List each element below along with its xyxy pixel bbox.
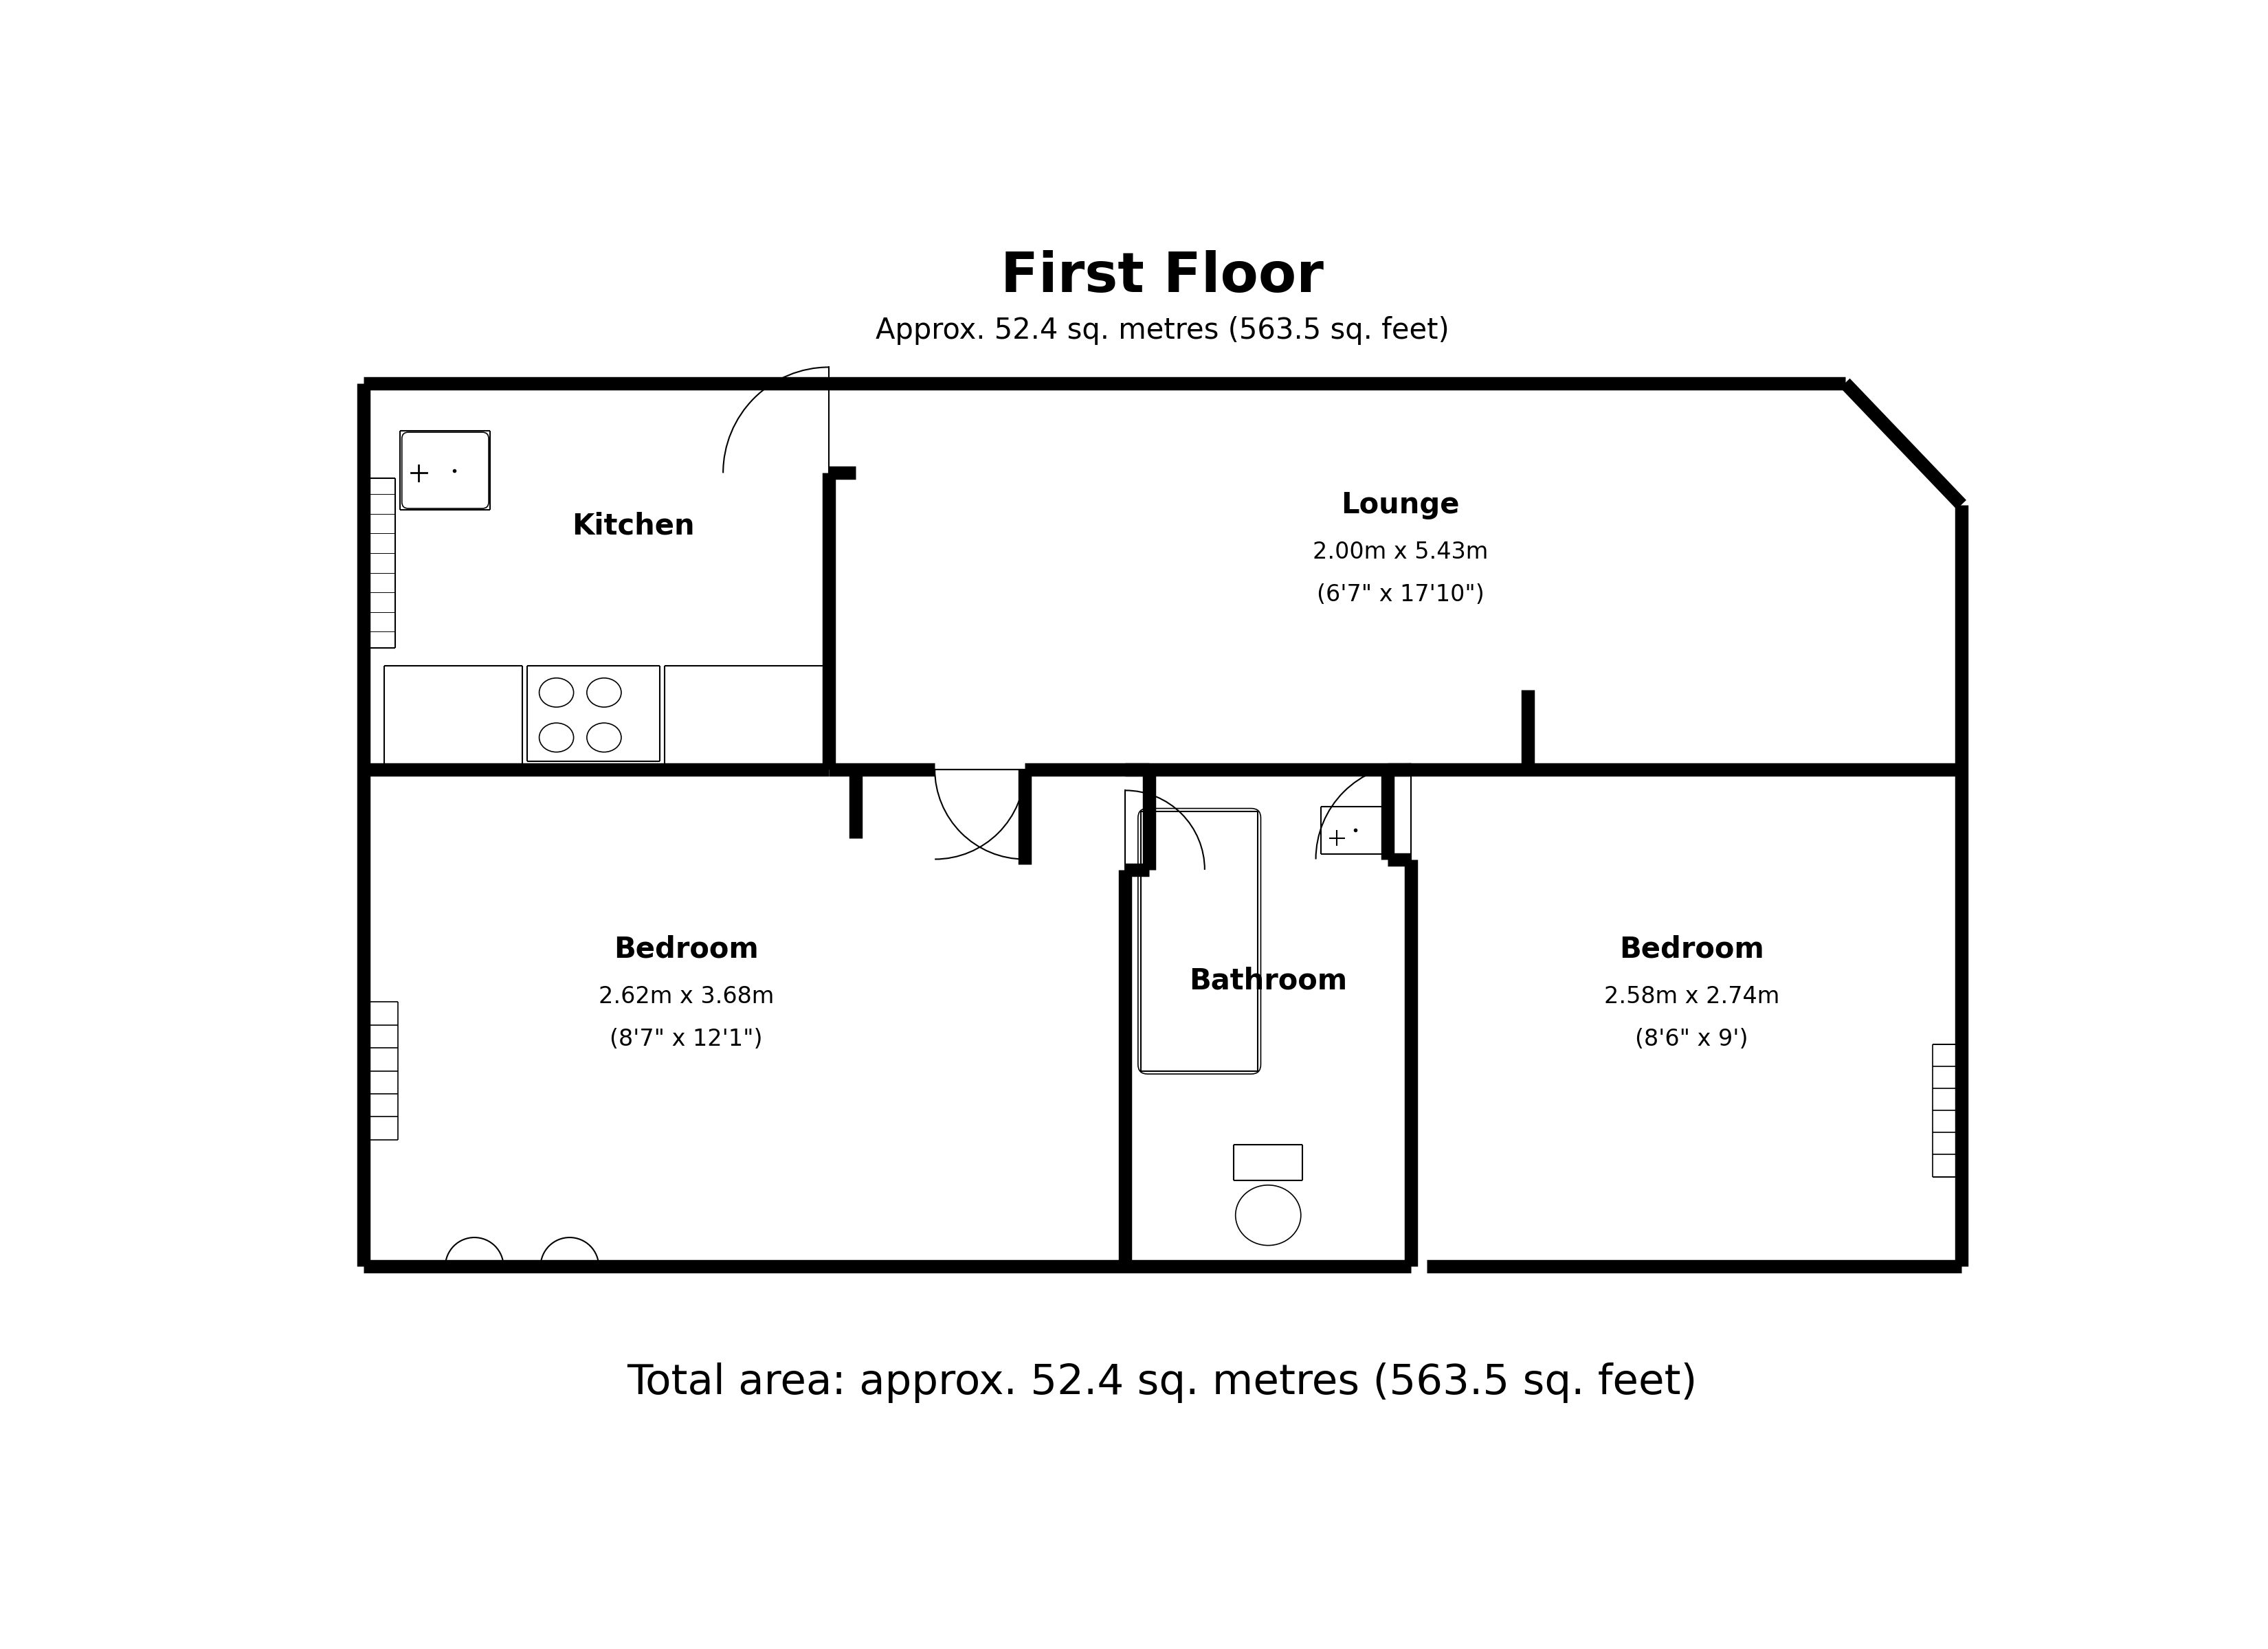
Text: 2.00m x 5.43m: 2.00m x 5.43m [1313,541,1488,564]
Text: Bedroom: Bedroom [615,935,758,963]
Text: Kitchen: Kitchen [572,511,694,541]
Text: First Floor: First Floor [1000,251,1325,303]
Text: Approx. 52.4 sq. metres (563.5 sq. feet): Approx. 52.4 sq. metres (563.5 sq. feet) [875,315,1449,345]
Text: Bedroom: Bedroom [1619,935,1765,963]
Text: (6'7" x 17'10"): (6'7" x 17'10") [1318,584,1483,605]
Text: 2.62m x 3.68m: 2.62m x 3.68m [599,986,773,1008]
Text: Bathroom: Bathroom [1188,966,1347,996]
Text: Total area: approx. 52.4 sq. metres (563.5 sq. feet): Total area: approx. 52.4 sq. metres (563… [628,1362,1696,1403]
Text: (8'7" x 12'1"): (8'7" x 12'1") [610,1027,762,1050]
Text: 2.58m x 2.74m: 2.58m x 2.74m [1603,986,1780,1008]
Text: (8'6" x 9'): (8'6" x 9') [1635,1027,1749,1050]
Text: Lounge: Lounge [1340,490,1461,519]
